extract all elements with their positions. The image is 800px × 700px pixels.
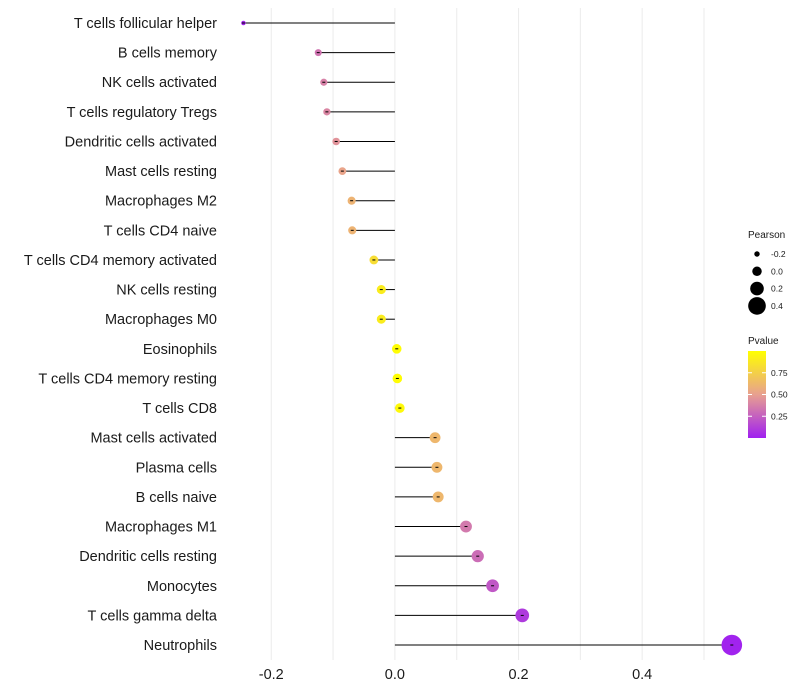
- category-label: B cells memory: [118, 46, 218, 62]
- category-label: NK cells activated: [102, 75, 217, 91]
- category-label: T cells CD4 memory resting: [38, 371, 217, 387]
- category-label: Macrophages M2: [105, 194, 217, 210]
- pvalue-colorbar: [748, 351, 766, 438]
- size-legend-title: Pearson: [748, 230, 785, 241]
- size-legend-label: 0.4: [771, 301, 783, 311]
- color-legend-title: Pvalue: [748, 336, 779, 347]
- category-label: T cells CD4 naive: [104, 223, 217, 239]
- category-label: Neutrophils: [144, 638, 217, 654]
- size-legend-dot: [752, 266, 762, 277]
- category-labels: T cells follicular helper B cells memory N…: [24, 16, 218, 654]
- size-legend-items: -0.2 0.0 0.2 0.4: [748, 249, 786, 315]
- size-legend-dot: [750, 281, 764, 296]
- x-tick-label: 0.0: [385, 667, 405, 683]
- x-tick-label: -0.2: [259, 667, 284, 683]
- category-label: Mast cells resting: [105, 164, 217, 180]
- category-label: B cells naive: [136, 490, 217, 506]
- x-tick-label: 0.4: [632, 667, 652, 683]
- category-label: T cells regulatory Tregs: [67, 105, 217, 121]
- color-legend-ticks: 0.25 0.50 0.75: [748, 368, 788, 421]
- category-label: T cells CD4 memory activated: [24, 253, 217, 269]
- category-label: Monocytes: [147, 579, 217, 595]
- category-label: Mast cells activated: [90, 431, 217, 447]
- x-axis-ticks: -0.2 0.0 0.2 0.4: [259, 667, 653, 683]
- category-label: Plasma cells: [136, 460, 217, 476]
- category-label: Eosinophils: [143, 342, 217, 358]
- category-label: T cells follicular helper: [74, 16, 217, 32]
- size-legend-label: 0.2: [771, 284, 783, 294]
- category-label: T cells CD8: [142, 401, 217, 417]
- category-label: NK cells resting: [116, 283, 217, 299]
- size-legend-dot: [754, 251, 760, 257]
- category-label: T cells gamma delta: [88, 608, 218, 624]
- colorbar-tick-label: 0.25: [771, 411, 788, 421]
- x-tick-label: 0.2: [508, 667, 528, 683]
- legend: Pearson -0.2 0.0 0.2 0.4 Pvalue 0.25 0.50 0.7…: [748, 230, 788, 438]
- category-label: Macrophages M1: [105, 520, 217, 536]
- colorbar-tick-label: 0.75: [771, 368, 788, 378]
- size-legend-label: -0.2: [771, 249, 786, 259]
- size-legend-dot: [748, 297, 766, 315]
- lollipop-points: [241, 20, 743, 656]
- category-label: Dendritic cells resting: [79, 549, 217, 565]
- category-label: Macrophages M0: [105, 312, 217, 328]
- grid-lines: [270, 8, 705, 660]
- lollipop-stems: [243, 22, 732, 646]
- size-legend-label: 0.0: [771, 266, 783, 276]
- colorbar-tick-label: 0.50: [771, 390, 788, 400]
- category-label: Dendritic cells activated: [65, 134, 217, 150]
